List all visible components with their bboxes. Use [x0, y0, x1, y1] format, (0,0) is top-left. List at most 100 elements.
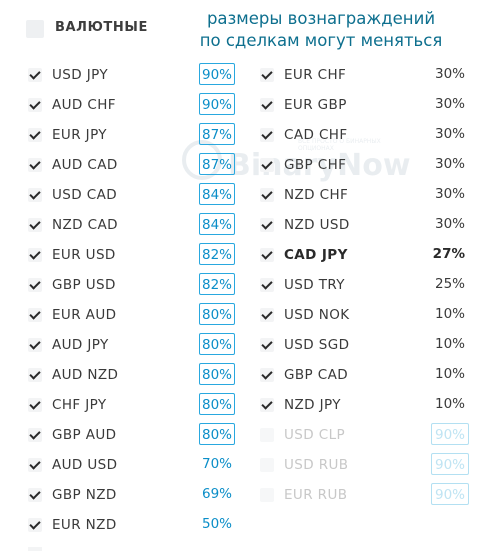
asset-row[interactable]: AUD CAD 87%	[0, 150, 245, 180]
asset-pair: NZD JPY	[284, 397, 341, 413]
asset-pair: GBP CHF	[284, 157, 347, 173]
payout-percent: 10%	[434, 306, 465, 322]
checkmark-icon	[29, 188, 41, 200]
asset-row[interactable]: EUR AUD 80%	[0, 300, 245, 330]
checkmark-icon	[29, 218, 41, 230]
asset-row[interactable]: AUD NZD 80%	[0, 360, 245, 390]
checkmark-icon	[261, 98, 273, 110]
asset-checkbox[interactable]	[260, 128, 274, 142]
payout-percent: 90%	[431, 483, 469, 505]
asset-pair: CHF JPY	[52, 397, 107, 413]
asset-row[interactable]: NZD CHF 30%	[245, 180, 484, 210]
asset-row[interactable]: EUR NZD 50%	[0, 510, 245, 540]
asset-row[interactable]: CAD CHF 30%	[245, 120, 484, 150]
payout-percent: 30%	[434, 126, 465, 142]
asset-checkbox[interactable]	[260, 98, 274, 112]
payout-percent: 27%	[432, 246, 465, 262]
asset-checkbox[interactable]	[260, 488, 274, 502]
payout-percent: 80%	[199, 363, 235, 385]
asset-row[interactable]: GBP AUD 80%	[0, 420, 245, 450]
asset-checkbox[interactable]	[28, 458, 42, 472]
asset-row[interactable]: NZD JPY 10%	[245, 390, 484, 420]
asset-checkbox[interactable]	[260, 308, 274, 322]
asset-row[interactable]: EUR JPY 87%	[0, 120, 245, 150]
asset-checkbox[interactable]	[260, 218, 274, 232]
asset-pair: USD JPY	[52, 67, 109, 83]
checkmark-icon	[29, 338, 41, 350]
asset-row[interactable]: USD NOK 10%	[245, 300, 484, 330]
asset-checkbox[interactable]	[260, 368, 274, 382]
asset-checkbox[interactable]	[260, 428, 274, 442]
checkmark-icon	[261, 338, 273, 350]
asset-checkbox[interactable]	[28, 398, 42, 412]
asset-row[interactable]: CAD JPY 27%	[245, 240, 484, 270]
asset-checkbox[interactable]	[28, 278, 42, 292]
asset-checkbox[interactable]	[28, 547, 42, 551]
asset-checkbox[interactable]	[260, 278, 274, 292]
asset-checkbox[interactable]	[28, 128, 42, 142]
asset-row[interactable]: GBP NZD 69%	[0, 480, 245, 510]
asset-checkbox[interactable]	[28, 98, 42, 112]
asset-checkbox[interactable]	[28, 338, 42, 352]
checkmark-icon	[261, 158, 273, 170]
asset-row[interactable]: CHF JPY 80%	[0, 390, 245, 420]
asset-checkbox[interactable]	[28, 428, 42, 442]
asset-checkbox[interactable]	[260, 188, 274, 202]
payout-percent: 30%	[434, 66, 465, 82]
asset-checkbox[interactable]	[28, 368, 42, 382]
payout-percent: 82%	[199, 243, 235, 265]
asset-pair: EUR CHF	[284, 67, 347, 83]
asset-row[interactable]: EUR CHF 30%	[245, 60, 484, 90]
payout-percent: 90%	[199, 63, 235, 85]
checkmark-icon	[29, 458, 41, 470]
asset-pair: NZD CAD	[52, 217, 118, 233]
asset-row[interactable]: NZD USD 30%	[245, 210, 484, 240]
asset-row[interactable]: GBP USD 82%	[0, 270, 245, 300]
asset-pair: USD RUB	[284, 457, 349, 473]
asset-checkbox[interactable]	[260, 248, 274, 262]
asset-checkbox[interactable]	[260, 158, 274, 172]
checkmark-icon	[29, 488, 41, 500]
category-checkbox[interactable]	[26, 20, 44, 38]
asset-row[interactable]: AUD CHF 90%	[0, 90, 245, 120]
checkmark-icon	[29, 128, 41, 140]
payout-percent: 82%	[199, 273, 235, 295]
payout-percent: 80%	[199, 393, 235, 415]
asset-checkbox[interactable]	[260, 68, 274, 82]
asset-row[interactable]: USD TRY 25%	[245, 270, 484, 300]
asset-checkbox[interactable]	[28, 158, 42, 172]
asset-row[interactable]: USD CAD 84%	[0, 180, 245, 210]
asset-row[interactable]: AUD JPY 80%	[0, 330, 245, 360]
payout-percent: 80%	[199, 423, 235, 445]
checkmark-icon	[29, 308, 41, 320]
payout-note-line-2: по сделкам могут меняться	[199, 31, 443, 50]
checkmark-icon	[29, 98, 41, 110]
asset-row[interactable]: EUR GBP 30%	[245, 90, 484, 120]
asset-checkbox[interactable]	[28, 518, 42, 532]
asset-checkbox[interactable]	[260, 458, 274, 472]
asset-pair: AUD USD	[52, 457, 118, 473]
asset-row[interactable]: USD CLP 90%	[245, 420, 484, 450]
asset-row[interactable]: USD SGD 10%	[245, 330, 484, 360]
asset-row[interactable]: EUR RUB 90%	[245, 480, 484, 510]
asset-checkbox[interactable]	[28, 248, 42, 262]
checkmark-icon	[261, 368, 273, 380]
asset-row[interactable]: GBP CHF 30%	[245, 150, 484, 180]
asset-row[interactable]: USD RUB 90%	[245, 450, 484, 480]
payout-percent: 10%	[434, 336, 465, 352]
asset-checkbox[interactable]	[28, 488, 42, 502]
asset-checkbox[interactable]	[28, 308, 42, 322]
asset-checkbox[interactable]	[260, 338, 274, 352]
asset-list-left: USD JPY 90% AUD CHF 90% EUR JPY 87% AUD CAD 87%…	[0, 60, 245, 540]
asset-checkbox[interactable]	[28, 188, 42, 202]
asset-checkbox[interactable]	[28, 68, 42, 82]
payout-percent: 90%	[431, 453, 469, 475]
asset-row[interactable]: USD JPY 90%	[0, 60, 245, 90]
asset-checkbox[interactable]	[260, 398, 274, 412]
payout-percent: 80%	[199, 303, 235, 325]
asset-row[interactable]: GBP CAD 10%	[245, 360, 484, 390]
asset-checkbox[interactable]	[28, 218, 42, 232]
asset-row[interactable]: AUD USD 70%	[0, 450, 245, 480]
asset-row[interactable]: EUR USD 82%	[0, 240, 245, 270]
asset-row[interactable]: NZD CAD 84%	[0, 210, 245, 240]
